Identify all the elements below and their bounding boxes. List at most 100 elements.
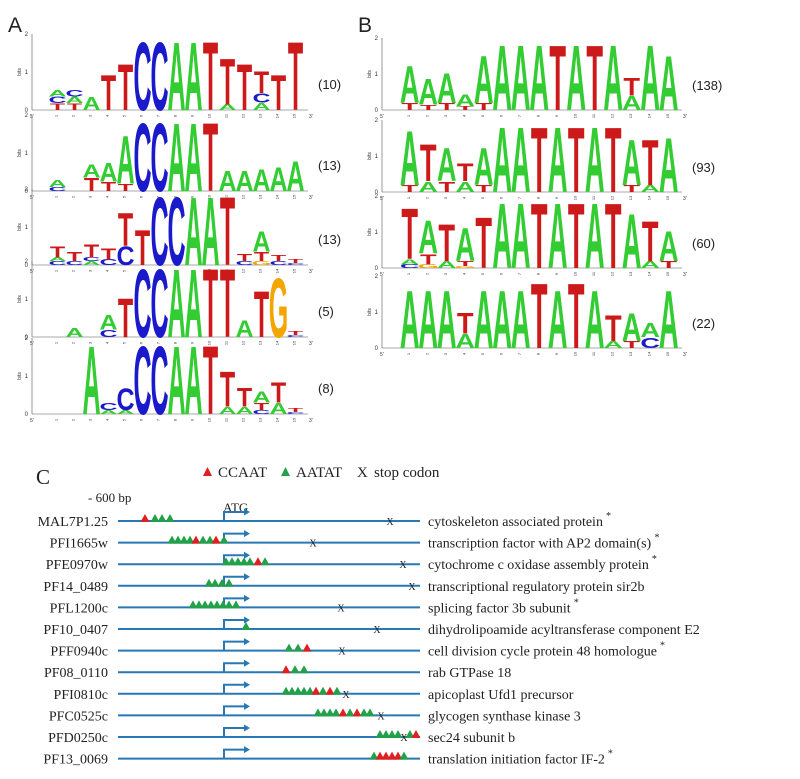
logo-position-tick: 13 xyxy=(628,113,633,118)
logo-position-tick: 14 xyxy=(646,195,651,200)
logo-letter-T: T xyxy=(660,259,677,270)
logo-y-tick: 1 xyxy=(25,374,29,380)
logo-letter-A: A xyxy=(455,219,475,272)
logo-y-tick: 0 xyxy=(25,263,29,269)
logo-letter-A: A xyxy=(659,223,679,271)
atg-arrow xyxy=(223,511,244,521)
logo-letter-T: T xyxy=(50,244,66,261)
logo-letter-C: C xyxy=(150,22,168,132)
logo-letter-C: C xyxy=(48,95,67,106)
logo-letter-T: T xyxy=(605,306,622,348)
aatat-site xyxy=(179,535,189,544)
logo-letter-A: A xyxy=(529,27,549,130)
atg-arrow xyxy=(223,683,244,694)
logo-position-tick: 13 xyxy=(258,113,263,118)
logo-position-tick: 15 xyxy=(292,268,297,273)
logo-position-tick: 1 xyxy=(406,114,411,117)
logo-3prime: 3' xyxy=(309,341,313,347)
ccaat-site xyxy=(211,535,221,544)
logo-position-tick: 6 xyxy=(139,269,144,272)
logo-y-tick: 0 xyxy=(25,108,29,114)
logo-letter-A: A xyxy=(252,389,270,406)
logo-position-tick: 2 xyxy=(424,114,429,117)
aatat-site xyxy=(313,708,323,717)
logo-position-tick: 15 xyxy=(665,113,670,118)
logo-y-tick: 2 xyxy=(25,32,29,38)
logo-letter-A: A xyxy=(659,123,679,210)
aatat-site xyxy=(399,751,409,760)
logo-position-tick: 5 xyxy=(122,195,127,198)
logo-y-label: bits xyxy=(367,70,373,78)
logo-letter-T: T xyxy=(203,326,218,436)
logo-3prime: 3' xyxy=(309,269,313,275)
logo-letter-C: C xyxy=(252,91,270,106)
logo-letter-A: A xyxy=(235,317,253,343)
logo-position-tick: 7 xyxy=(517,272,522,275)
aatat-site xyxy=(365,708,375,717)
logo-letter-C: C xyxy=(133,103,151,213)
logo-position-tick: 7 xyxy=(156,341,161,344)
logo-letter-T: T xyxy=(288,22,303,132)
atg-arrow xyxy=(223,619,244,629)
logo-position-tick: 14 xyxy=(275,417,280,422)
logo-position-tick: 5 xyxy=(122,114,127,117)
gene-id: MAL7P1.25 xyxy=(38,515,108,530)
logo-position-tick: 2 xyxy=(71,418,76,421)
logo-letter-A: A xyxy=(585,109,605,212)
logo-position-tick: 14 xyxy=(646,113,651,118)
logo-position-tick: 5 xyxy=(122,269,127,272)
logo-letter-A: A xyxy=(82,260,100,266)
logo-position-tick: 1 xyxy=(406,272,411,275)
logo-letter-C: C xyxy=(99,328,117,340)
logo-letter-T: T xyxy=(237,384,253,413)
logo-letter-A: A xyxy=(65,95,84,106)
aatat-site xyxy=(405,730,415,738)
logo-position-tick: 10 xyxy=(207,340,212,345)
logo-letter-C: C xyxy=(133,326,151,436)
logo-letter-A: A xyxy=(252,101,270,113)
logo-letter-A: A xyxy=(400,55,420,114)
logo-letter-A: A xyxy=(511,27,531,130)
logo-position-tick: 15 xyxy=(292,113,297,118)
gene-id: PFD0250c xyxy=(48,731,108,746)
logo-letter-C: C xyxy=(82,257,100,263)
atg-arrowhead xyxy=(244,508,250,516)
logo-letter-T: T xyxy=(220,249,235,359)
logo-5prime: 5' xyxy=(380,272,384,278)
panel-label-a: A xyxy=(8,14,22,37)
logo-letter-T: T xyxy=(237,50,252,124)
logo-letter-T: T xyxy=(642,208,659,273)
logo-letter-T: T xyxy=(271,254,287,263)
aatat-site xyxy=(167,535,177,544)
logo-letter-A: A xyxy=(548,109,568,212)
logo-y-tick: 1 xyxy=(375,154,379,160)
logo-letter-A: A xyxy=(548,185,568,288)
logo-position-tick: 11 xyxy=(591,271,596,276)
gene-description: dihydrolipoamide acyltransferase compone… xyxy=(428,623,700,638)
logo-position-tick: 8 xyxy=(535,196,540,199)
logo-letter-T: T xyxy=(67,250,82,265)
aatat-site xyxy=(165,514,175,522)
atg-arrowhead xyxy=(244,638,250,646)
logo-position-tick: 10 xyxy=(572,113,577,118)
scale-label: - 600 bp xyxy=(88,490,131,505)
logo-position-tick: 10 xyxy=(572,351,577,356)
logo-position-tick: 8 xyxy=(535,114,540,117)
aatat-site xyxy=(345,708,355,717)
logo-position-tick: 6 xyxy=(498,352,503,355)
logo-letter-A: A xyxy=(99,159,117,188)
logo-letter-A: A xyxy=(400,258,420,266)
ccaat-site xyxy=(381,751,391,760)
aatat-site xyxy=(281,686,291,695)
logo-letter-T: T xyxy=(288,258,303,264)
logo-y-tick: 0 xyxy=(25,412,29,418)
logo-position-tick: 12 xyxy=(241,113,246,118)
aatat-site xyxy=(233,557,243,566)
logo-letter-C: C xyxy=(133,22,151,132)
logo-y-tick: 0 xyxy=(25,335,29,341)
logo-position-tick: 6 xyxy=(498,114,503,117)
aatat-site xyxy=(210,578,220,587)
logo-letter-A: A xyxy=(640,320,660,343)
